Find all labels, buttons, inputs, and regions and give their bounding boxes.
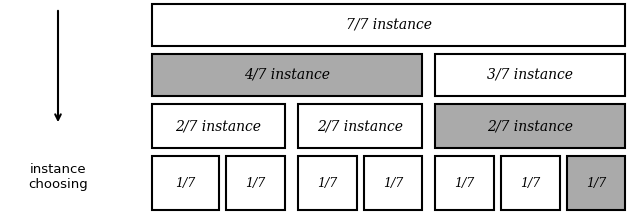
Bar bbox=[152, 4, 625, 46]
Bar bbox=[364, 156, 422, 210]
Text: instance
choosing: instance choosing bbox=[28, 163, 88, 191]
Text: 4/7 instance: 4/7 instance bbox=[244, 68, 330, 82]
Bar bbox=[435, 104, 625, 148]
Bar bbox=[152, 156, 219, 210]
Bar bbox=[567, 156, 625, 210]
Bar bbox=[152, 104, 285, 148]
Text: 2/7 instance: 2/7 instance bbox=[317, 119, 403, 133]
Text: 3/7 instance: 3/7 instance bbox=[487, 68, 573, 82]
Text: 1/7: 1/7 bbox=[317, 177, 338, 189]
Text: 2/7 instance: 2/7 instance bbox=[175, 119, 262, 133]
Bar bbox=[501, 156, 560, 210]
Bar bbox=[435, 156, 494, 210]
Bar bbox=[152, 54, 422, 96]
Text: 1/7: 1/7 bbox=[175, 177, 196, 189]
Text: 7/7 instance: 7/7 instance bbox=[346, 18, 431, 32]
Text: 1/7: 1/7 bbox=[454, 177, 475, 189]
Bar bbox=[226, 156, 285, 210]
Text: 1/7: 1/7 bbox=[383, 177, 403, 189]
Text: 1/7: 1/7 bbox=[520, 177, 541, 189]
Text: 2/7 instance: 2/7 instance bbox=[487, 119, 573, 133]
Text: 1/7: 1/7 bbox=[245, 177, 266, 189]
Bar bbox=[435, 54, 625, 96]
Text: 1/7: 1/7 bbox=[586, 177, 606, 189]
Bar bbox=[298, 104, 422, 148]
Bar bbox=[298, 156, 357, 210]
